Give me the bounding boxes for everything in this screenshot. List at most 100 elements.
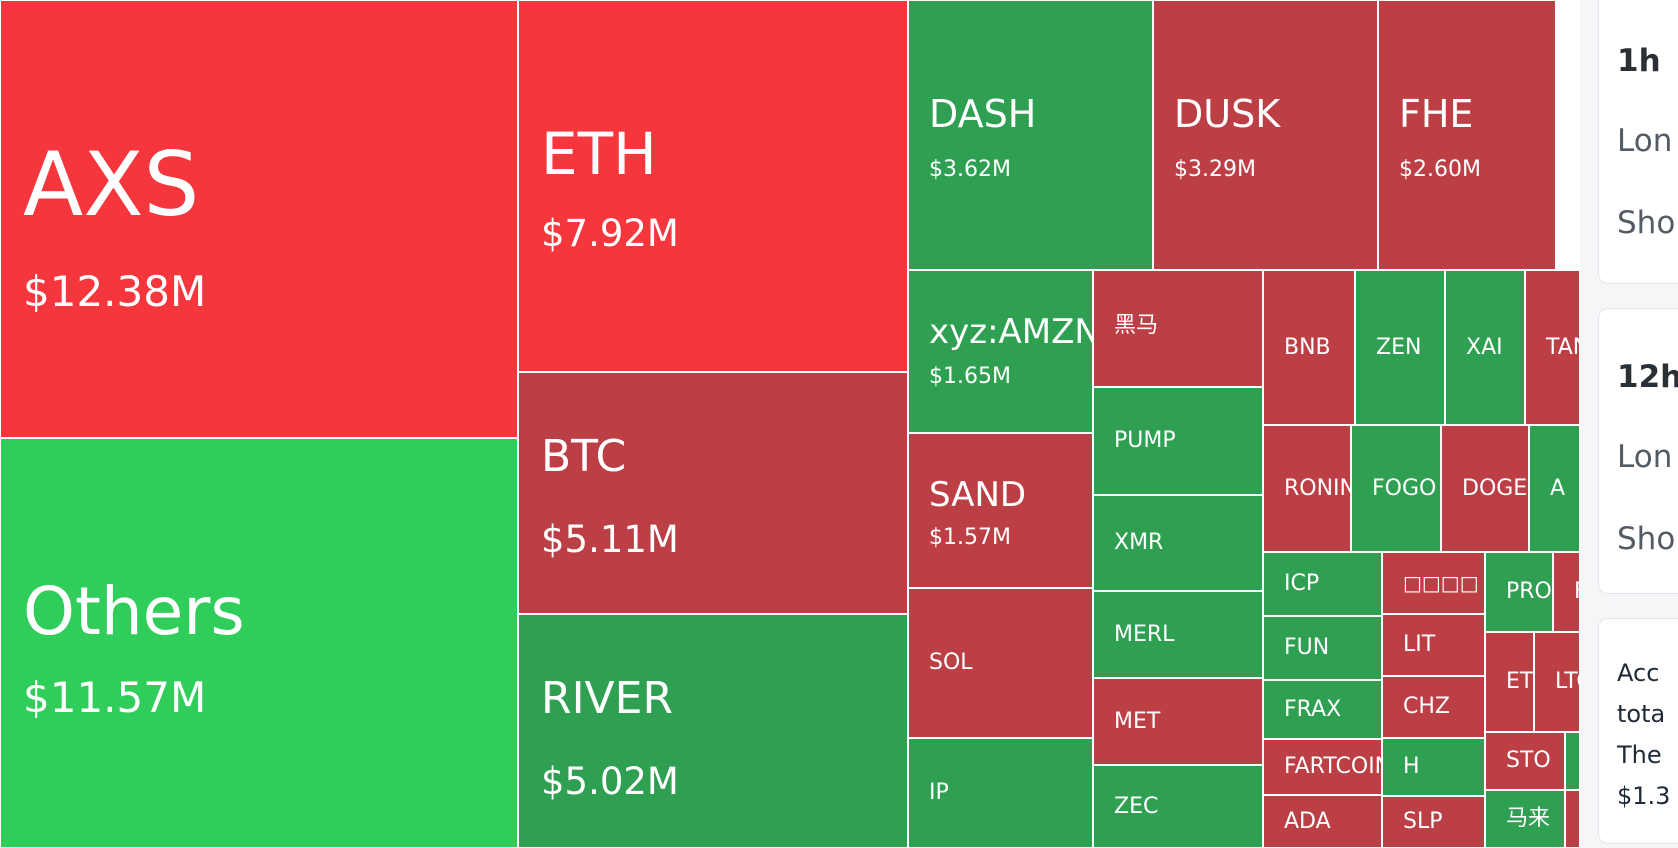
tile-chz[interactable]: CHZ xyxy=(1382,676,1485,738)
tile-pro[interactable]: PRO xyxy=(1485,552,1553,632)
tile-name: CHZ xyxy=(1403,694,1450,719)
tile-value: $2.60M xyxy=(1399,157,1481,182)
tile-name: TAN xyxy=(1546,334,1579,360)
tile-name: ICP xyxy=(1284,571,1320,596)
tile-tile[interactable]: □□□□ xyxy=(1382,552,1485,614)
tile-name: ZEN xyxy=(1376,334,1422,360)
tile-icp[interactable]: ICP xyxy=(1263,552,1382,616)
tile-value: $5.11M xyxy=(541,518,679,561)
tile-name: IP xyxy=(929,780,949,805)
tile-merl[interactable]: MERL xyxy=(1093,591,1263,678)
tile-name: A xyxy=(1550,475,1566,501)
tile-name: SAND xyxy=(929,475,1027,515)
tile-frax[interactable]: FRAX xyxy=(1263,680,1382,739)
tile-xai[interactable]: XAI xyxy=(1445,270,1525,425)
tile-dusk[interactable]: DUSK $3.29M xyxy=(1153,0,1378,270)
tile-name: ETH xyxy=(541,120,657,188)
tile-lit[interactable]: LIT xyxy=(1382,614,1485,676)
card-long-label: Lon xyxy=(1617,123,1673,159)
tile-h[interactable]: H xyxy=(1382,738,1485,796)
tile-name: DOGE xyxy=(1462,475,1528,501)
tile-river[interactable]: RIVER $5.02M xyxy=(518,614,908,848)
tile-name: STO xyxy=(1506,748,1551,773)
tile-name: MERL xyxy=(1114,621,1175,647)
tile-name: FOGO xyxy=(1372,475,1437,501)
tile-btc[interactable]: BTC $5.11M xyxy=(518,372,908,614)
tile-name: DASH xyxy=(929,92,1037,136)
tile-doge[interactable]: DOGE xyxy=(1441,425,1529,552)
stats-card-1h: 1h Lon Sho xyxy=(1598,0,1678,284)
tile-name: MET xyxy=(1114,708,1161,734)
tile-fhe[interactable]: FHE $2.60M xyxy=(1378,0,1556,270)
tile-tile[interactable]: 马来 xyxy=(1485,790,1565,848)
tile-sand[interactable]: SAND $1.57M xyxy=(908,433,1093,588)
card-title-12h: 12h xyxy=(1617,359,1678,395)
tile-name: 马来 xyxy=(1506,806,1551,831)
tile-eth[interactable]: ETH $7.92M xyxy=(518,0,908,372)
tile-slp[interactable]: SLP xyxy=(1382,796,1485,848)
tile-bnb[interactable]: BNB xyxy=(1263,270,1355,425)
tile-name: FUN xyxy=(1284,635,1330,660)
tile-name: H xyxy=(1403,754,1420,779)
summary-line-1: Acc xyxy=(1617,659,1660,687)
tile-tile[interactable] xyxy=(1565,732,1580,790)
tile-a[interactable]: A xyxy=(1529,425,1580,552)
tile-fogo[interactable]: FOGO xyxy=(1351,425,1441,552)
tile-fun[interactable]: FUN xyxy=(1263,616,1382,680)
tile-name: BNB xyxy=(1284,334,1331,360)
tile-name: FRAX xyxy=(1284,696,1342,722)
tile-ip[interactable]: IP xyxy=(908,738,1093,848)
tile-zec[interactable]: ZEC xyxy=(1093,765,1263,848)
tile-name: BTC xyxy=(541,431,627,482)
tile-axs[interactable]: AXS $12.38M xyxy=(0,0,518,438)
tile-xmr[interactable]: XMR xyxy=(1093,495,1263,591)
tile-sto[interactable]: STO xyxy=(1485,732,1565,790)
tile-ronin[interactable]: RONIN xyxy=(1263,425,1351,552)
card-title-1h: 1h xyxy=(1617,43,1661,79)
liquidation-treemap: AXS $12.38M Others $11.57M ETH $7.92M BTC $5.11… xyxy=(0,0,1580,848)
tile-pump[interactable]: PUMP xyxy=(1093,387,1263,495)
tile-dash[interactable]: DASH $3.62M xyxy=(908,0,1153,270)
tile-value: $11.57M xyxy=(23,673,207,722)
tile-tile[interactable]: 黑马 xyxy=(1093,270,1263,387)
tile-name: SOL xyxy=(929,650,973,675)
tile-name: XAI xyxy=(1466,334,1503,360)
tile-ltc[interactable]: LTC xyxy=(1534,632,1580,732)
stats-card-12h: 12h Lon Sho xyxy=(1598,308,1678,594)
tile-name: RONIN xyxy=(1284,475,1351,501)
tile-name: ET xyxy=(1506,669,1534,694)
tile-name: PUMP xyxy=(1114,428,1176,453)
tile-f[interactable]: F xyxy=(1553,552,1580,632)
tile-tan[interactable]: TAN xyxy=(1525,270,1580,425)
tile-name: SLP xyxy=(1403,809,1443,834)
card-short-label: Sho xyxy=(1617,205,1676,241)
summary-line-2: tota xyxy=(1617,700,1666,728)
tile-fartcoin[interactable]: FARTCOIN xyxy=(1263,739,1382,795)
tile-name: F xyxy=(1574,581,1579,603)
tile-tile[interactable] xyxy=(1565,790,1580,848)
card-long-label: Lon xyxy=(1617,439,1673,475)
tile-name: DUSK xyxy=(1174,92,1281,136)
tile-name: FARTCOIN xyxy=(1284,754,1382,779)
tile-name: LTC xyxy=(1555,669,1579,694)
tile-value: $1.65M xyxy=(929,364,1011,389)
card-short-label: Sho xyxy=(1617,521,1676,557)
tile-name: ZEC xyxy=(1114,793,1159,819)
tile-et[interactable]: ET xyxy=(1485,632,1534,732)
tile-name: PRO xyxy=(1506,579,1552,604)
tile-name: Others xyxy=(23,573,245,650)
tile-name: LIT xyxy=(1403,632,1436,657)
tile-others[interactable]: Others $11.57M xyxy=(0,438,518,848)
tile-value: $7.92M xyxy=(541,212,679,255)
tile-zen[interactable]: ZEN xyxy=(1355,270,1445,425)
summary-card: Acc tota The $1.3 xyxy=(1598,618,1678,844)
tile-met[interactable]: MET xyxy=(1093,678,1263,765)
summary-line-4: $1.3 xyxy=(1617,782,1671,810)
tile-name: □□□□ xyxy=(1403,571,1479,595)
tile-ada[interactable]: ADA xyxy=(1263,795,1382,848)
tile-value: $5.02M xyxy=(541,760,679,803)
tile-xyz-amzn[interactable]: xyz:AMZN $1.65M xyxy=(908,270,1093,433)
tile-value: $12.38M xyxy=(23,267,207,316)
tile-name: ADA xyxy=(1284,808,1331,834)
tile-sol[interactable]: SOL xyxy=(908,588,1093,738)
